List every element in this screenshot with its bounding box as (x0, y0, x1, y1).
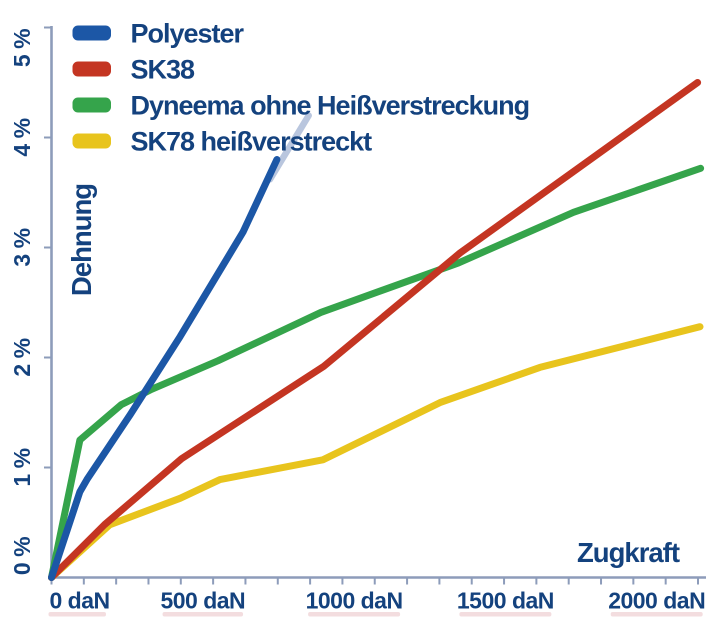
legend-swatch-sk38 (72, 61, 111, 77)
artifact-strip (48, 612, 106, 617)
legend-swatch-dyneema-ohne-heissverstreckung (72, 97, 111, 113)
artifact-strip (459, 612, 552, 617)
artifact-strip (610, 612, 703, 617)
x-tick-label-1500: 1500 daN (457, 588, 554, 614)
x-tick-labels: 0 daN 500 daN 1000 daN 1500 daN 2000 daN (50, 588, 706, 614)
series-lines (48, 79, 705, 581)
y-tick-label-3: 3 % (9, 228, 35, 266)
legend-label-sk38: SK38 (131, 55, 196, 85)
y-tick-label-0: 0 % (9, 537, 35, 575)
x-axis-title: Zugkraft (577, 537, 680, 568)
legend-swatch-sk78-heissverstreckt (72, 133, 111, 149)
artifact-strip (308, 612, 401, 617)
axes (44, 26, 706, 585)
y-tick-label-4: 4 % (9, 118, 35, 156)
x-tick-label-0: 0 daN (50, 588, 110, 614)
legend: Polyester SK38 Dyneema ohne Heißverstrecku… (72, 19, 530, 157)
series-line-sk78-heissverstreckt (48, 323, 704, 581)
x-tick-label-2000: 2000 daN (608, 588, 705, 614)
legend-label-polyester: Polyester (131, 19, 245, 49)
legend-swatch-polyester (72, 25, 111, 41)
series-line-dyneema-ohne-heissverstreckung (48, 164, 705, 581)
legend-label-dyneema-ohne-heissverstreckung: Dyneema ohne Heißverstreckung (131, 91, 530, 121)
y-tick-label-2: 2 % (9, 338, 35, 376)
series-line-polyester (48, 156, 281, 581)
artifact-strip (162, 612, 244, 617)
label-artifacts (48, 612, 703, 617)
y-tick-label-5: 5 % (9, 29, 35, 67)
y-axis-title: Dehnung (66, 184, 97, 296)
x-tick-label-500: 500 daN (160, 588, 245, 614)
legend-label-sk78-heissverstreckt: SK78 heißverstreckt (131, 127, 373, 157)
series-line-sk38 (48, 79, 702, 581)
y-tick-labels: 0 % 1 % 2 % 3 % 4 % 5 % (9, 29, 35, 575)
x-tick-label-1000: 1000 daN (306, 588, 403, 614)
y-tick-label-1: 1 % (9, 448, 35, 486)
